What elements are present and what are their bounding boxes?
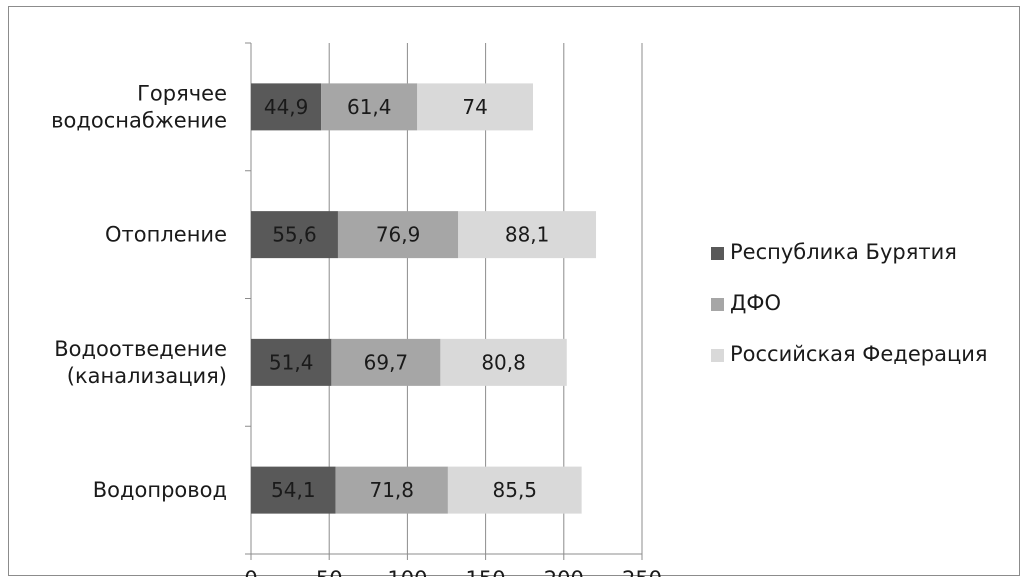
data-label: 80,8 [481,350,526,374]
category-label: Отопление [105,223,227,247]
data-label: 88,1 [505,223,550,247]
bar-segment [251,211,338,259]
legend[interactable]: Республика Бурятия ДФО Российская Федераци… [711,240,988,366]
data-label: 55,6 [272,223,317,247]
x-tick-label: 0 [244,567,257,577]
stacked-bar-chart: 44,9 61,4 74 55,6 76,9 88,1 51,4 69,7 80,8 54,1 71… [51,42,988,577]
bars: 44,9 61,4 74 55,6 76,9 88,1 51,4 69,7 80,8 54,1 71… [251,83,597,514]
bar-segment [251,338,332,386]
data-label: 44,9 [264,95,309,119]
legend-label[interactable]: Российская Федерация [730,342,988,366]
data-label: 76,9 [376,223,421,247]
data-label: 69,7 [364,350,409,374]
bar-segment [335,466,448,514]
data-label: 51,4 [269,350,314,374]
data-label: 74 [462,95,487,119]
legend-swatch [711,298,724,311]
legend-swatch [711,349,724,362]
legend-label[interactable]: Республика Бурятия [730,240,957,264]
category-label: Водопровод [93,478,227,502]
bar-segment [331,338,441,386]
bar-segment [251,466,336,514]
bar-segment [447,466,582,514]
x-tick-labels: 0 50 100 150 200 250 [244,567,662,577]
x-tick-label: 250 [622,567,662,577]
bar-segment [321,83,418,131]
bar-segment [458,211,597,259]
x-tick-label: 50 [316,567,343,577]
category-label: Горячее водоснабжение [51,81,227,132]
category-label: Водоотведение (канализация) [54,337,227,388]
data-label: 61,4 [347,95,392,119]
bar-segment [337,211,459,259]
legend-label[interactable]: ДФО [730,291,781,315]
bar-segment [440,338,567,386]
x-tick-label: 150 [466,567,506,577]
category-labels: Горячее водоснабжение Отопление Водоотведен… [51,81,227,502]
x-tick-label: 200 [544,567,584,577]
legend-swatch [711,247,724,260]
data-label: 71,8 [369,478,414,502]
bar-segment [251,83,322,131]
data-label: 54,1 [271,478,316,502]
x-tick-label: 100 [387,567,427,577]
bar-segment [417,83,533,131]
chart-frame: 44,9 61,4 74 55,6 76,9 88,1 51,4 69,7 80,8 54,1 71… [8,6,1020,577]
data-label: 85,5 [493,478,538,502]
